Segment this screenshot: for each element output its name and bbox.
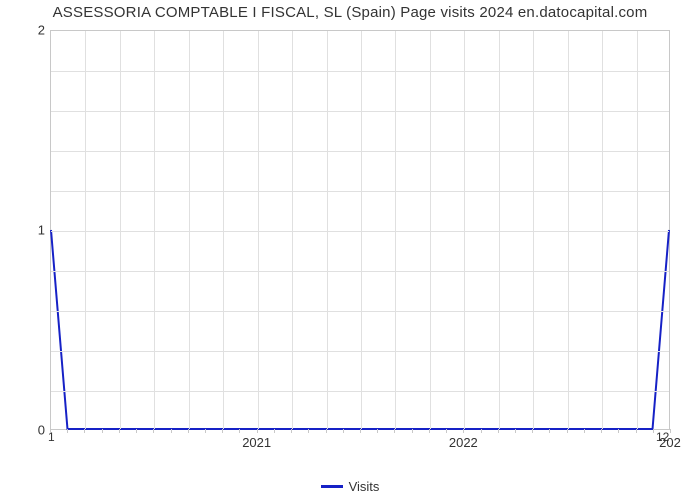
grid-line-v [154,31,155,429]
x-minor-tick [326,429,327,433]
x-minor-tick [171,429,172,433]
x-minor-tick [567,429,568,433]
y-tick-label: 2 [5,23,45,38]
grid-line-h [51,151,669,152]
x-numeric-label: 12 [656,430,669,444]
x-minor-tick [515,429,516,433]
y-tick-label: 0 [5,423,45,438]
x-minor-tick [119,429,120,433]
x-minor-tick [377,429,378,433]
grid-line-v [464,31,465,429]
y-tick-label: 1 [5,223,45,238]
grid-line-v [568,31,569,429]
grid-line-v [430,31,431,429]
x-tick-label: 2022 [449,435,478,450]
grid-line-h [51,191,669,192]
x-minor-tick [343,429,344,433]
x-minor-tick [188,429,189,433]
grid-line-v [327,31,328,429]
x-minor-tick [601,429,602,433]
grid-line-v [85,31,86,429]
x-minor-tick [498,429,499,433]
grid-line-v [361,31,362,429]
grid-line-h [51,231,669,232]
x-minor-tick [136,429,137,433]
grid-line-v [637,31,638,429]
x-minor-tick [584,429,585,433]
visits-line [51,230,669,429]
grid-line-v [292,31,293,429]
grid-line-h [51,311,669,312]
grid-line-v [395,31,396,429]
x-minor-tick [205,429,206,433]
grid-line-v [602,31,603,429]
x-minor-tick [291,429,292,433]
grid-line-h [51,111,669,112]
x-minor-tick [239,429,240,433]
x-tick-label: 2021 [242,435,271,450]
x-minor-tick [257,429,258,433]
legend-label: Visits [349,479,380,494]
grid-line-v [189,31,190,429]
x-minor-tick [532,429,533,433]
x-minor-tick [636,429,637,433]
x-minor-tick [394,429,395,433]
grid-line-h [51,271,669,272]
grid-line-h [51,351,669,352]
x-minor-tick [50,429,51,433]
x-minor-tick [360,429,361,433]
line-series [51,31,669,429]
grid-line-h [51,391,669,392]
grid-line-v [120,31,121,429]
legend-swatch [321,485,343,488]
x-minor-tick [153,429,154,433]
x-minor-tick [463,429,464,433]
x-minor-tick [412,429,413,433]
x-minor-tick [222,429,223,433]
x-minor-tick [481,429,482,433]
grid-line-v [258,31,259,429]
x-minor-tick [618,429,619,433]
x-minor-tick [102,429,103,433]
x-minor-tick [84,429,85,433]
x-minor-tick [67,429,68,433]
x-minor-tick [549,429,550,433]
legend: Visits [0,478,700,494]
x-minor-tick [274,429,275,433]
grid-line-v [499,31,500,429]
grid-line-v [533,31,534,429]
plot-area [50,30,670,430]
x-minor-tick [446,429,447,433]
grid-line-h [51,71,669,72]
chart-title: ASSESSORIA COMPTABLE I FISCAL, SL (Spain… [0,4,700,21]
x-minor-tick [308,429,309,433]
x-minor-tick [429,429,430,433]
grid-line-v [223,31,224,429]
x-numeric-label: 1 [48,430,55,444]
x-minor-tick [653,429,654,433]
x-minor-tick [670,429,671,433]
